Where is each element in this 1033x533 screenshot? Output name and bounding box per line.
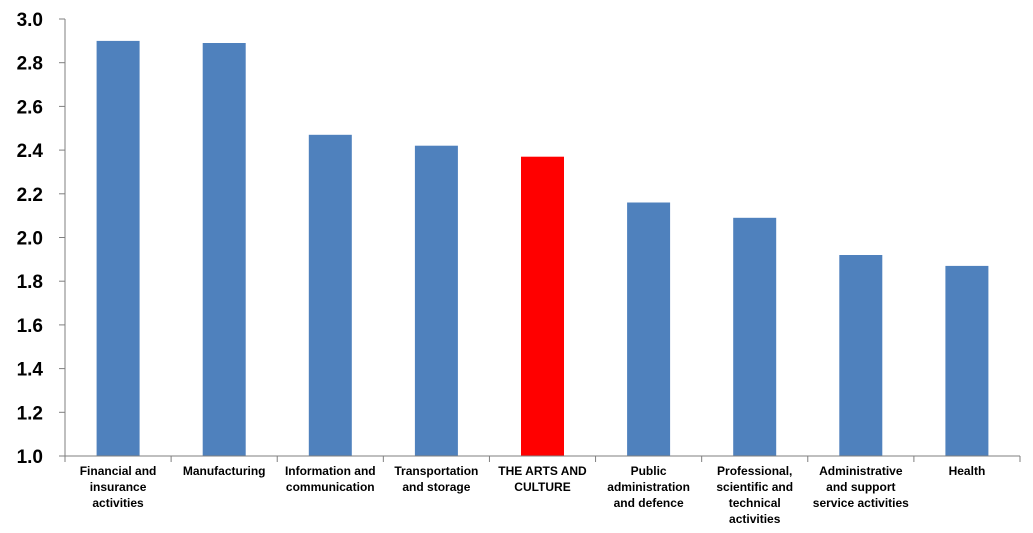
y-tick-label: 2.6: [17, 97, 43, 118]
x-tick-label: Administrative and support service activit…: [813, 464, 909, 510]
x-tick-label-line: service activities: [813, 496, 909, 510]
bar: [839, 255, 883, 456]
x-tick-label-line: scientific and: [716, 480, 793, 494]
bars: [96, 40, 989, 457]
x-tick-label-line: and defence: [614, 496, 684, 510]
x-tick-label-line: THE ARTS AND: [498, 464, 587, 478]
y-tick-label: 2.4: [17, 141, 44, 162]
y-tick-label: 1.4: [17, 360, 44, 381]
y-tick-label: 1.2: [17, 403, 43, 424]
y-tick-label: 2.2: [17, 185, 43, 206]
x-tick-label-line: Manufacturing: [183, 464, 266, 478]
x-tick-label-line: communication: [286, 480, 375, 494]
bar: [308, 134, 352, 457]
x-tick-label-line: insurance: [90, 480, 147, 494]
y-tick-label: 2.8: [17, 54, 43, 75]
x-tick-label: Financial and insurance activities: [80, 464, 157, 510]
bar: [945, 265, 989, 456]
y-tick-label: 1.0: [17, 447, 43, 468]
x-tick-label-line: Administrative: [819, 464, 903, 478]
x-tick-label-line: Transportation: [394, 464, 478, 478]
x-tick-label-line: administration: [607, 480, 690, 494]
x-tick-label-line: and storage: [402, 480, 470, 494]
bar-highlighted: [521, 156, 564, 456]
x-tick-label: Information and communication: [285, 464, 376, 494]
x-tick-label: Health: [949, 464, 986, 478]
y-tick-label: 3.0: [17, 10, 43, 31]
x-tick-label: THE ARTS AND CULTURE: [498, 464, 587, 494]
x-tick-label-line: activities: [729, 512, 781, 526]
bar: [96, 40, 140, 457]
x-tick-label: Professional, scientific and technical acti…: [716, 464, 793, 526]
bar: [733, 217, 777, 456]
y-axis: 1.0 1.2 1.4 1.6 1.8 2.0 2.2 2.4 2.6 2.8 3.0: [17, 10, 66, 468]
x-axis: Financial and insurance activities Manufact…: [64, 455, 1021, 526]
x-tick-label-line: Information and: [285, 464, 376, 478]
x-tick-label-line: Financial and: [80, 464, 157, 478]
x-tick-label-line: Health: [949, 464, 986, 478]
bar: [414, 145, 458, 456]
x-tick-label-line: and support: [826, 480, 895, 494]
x-tick-label-line: activities: [92, 496, 144, 510]
x-tick-label-line: technical: [729, 496, 781, 510]
x-tick-label-line: Professional,: [717, 464, 792, 478]
x-tick-label-line: Public: [631, 464, 667, 478]
y-tick-label: 1.6: [17, 316, 43, 337]
x-tick-label: Transportation and storage: [394, 464, 478, 494]
y-tick-label: 1.8: [17, 272, 43, 293]
x-tick-label: Manufacturing: [183, 464, 266, 478]
y-tick-label: 2.0: [17, 229, 43, 250]
x-tick-label-line: CULTURE: [514, 480, 570, 494]
x-tick-label: Public administration and defence: [607, 464, 690, 510]
bar: [202, 43, 246, 456]
bar: [627, 202, 671, 456]
